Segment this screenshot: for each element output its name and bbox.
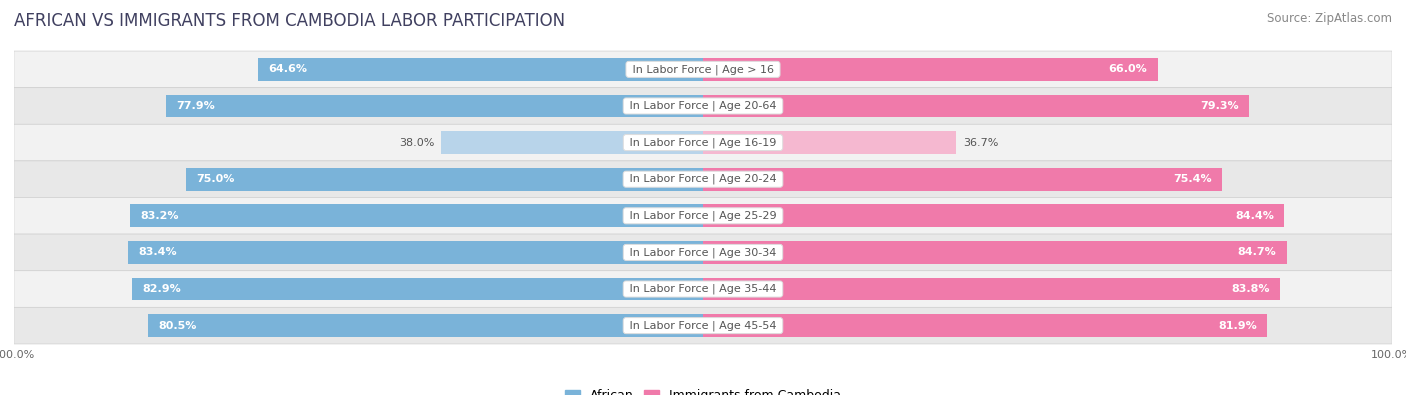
Text: 66.0%: 66.0% — [1108, 64, 1147, 74]
Text: In Labor Force | Age > 16: In Labor Force | Age > 16 — [628, 64, 778, 75]
Text: AFRICAN VS IMMIGRANTS FROM CAMBODIA LABOR PARTICIPATION: AFRICAN VS IMMIGRANTS FROM CAMBODIA LABO… — [14, 12, 565, 30]
Bar — [441, 131, 703, 154]
Bar — [703, 241, 1286, 264]
FancyBboxPatch shape — [14, 161, 1392, 198]
FancyBboxPatch shape — [14, 51, 1392, 88]
FancyBboxPatch shape — [14, 307, 1392, 344]
Text: 83.8%: 83.8% — [1232, 284, 1270, 294]
Bar — [703, 95, 1250, 117]
Text: 36.7%: 36.7% — [963, 137, 998, 148]
Text: In Labor Force | Age 35-44: In Labor Force | Age 35-44 — [626, 284, 780, 294]
Text: 84.4%: 84.4% — [1236, 211, 1274, 221]
Text: 64.6%: 64.6% — [269, 64, 308, 74]
FancyBboxPatch shape — [14, 234, 1392, 271]
Text: 38.0%: 38.0% — [399, 137, 434, 148]
Bar — [703, 58, 1157, 81]
Text: 83.2%: 83.2% — [141, 211, 179, 221]
Bar — [149, 314, 703, 337]
Bar — [703, 314, 1267, 337]
Text: In Labor Force | Age 25-29: In Labor Force | Age 25-29 — [626, 211, 780, 221]
Bar — [703, 168, 1222, 190]
Bar — [186, 168, 703, 190]
Text: 75.0%: 75.0% — [197, 174, 235, 184]
Text: In Labor Force | Age 20-24: In Labor Force | Age 20-24 — [626, 174, 780, 184]
Text: Source: ZipAtlas.com: Source: ZipAtlas.com — [1267, 12, 1392, 25]
Text: 81.9%: 81.9% — [1218, 321, 1257, 331]
Text: 82.9%: 82.9% — [142, 284, 181, 294]
Text: 83.4%: 83.4% — [139, 247, 177, 258]
Bar — [703, 278, 1281, 300]
Text: 79.3%: 79.3% — [1201, 101, 1239, 111]
Text: 80.5%: 80.5% — [159, 321, 197, 331]
Bar — [703, 205, 1285, 227]
FancyBboxPatch shape — [14, 198, 1392, 234]
Bar — [166, 95, 703, 117]
Bar — [132, 278, 703, 300]
FancyBboxPatch shape — [14, 88, 1392, 124]
FancyBboxPatch shape — [14, 271, 1392, 307]
Bar — [128, 241, 703, 264]
Text: 84.7%: 84.7% — [1237, 247, 1277, 258]
Bar — [703, 131, 956, 154]
Text: 75.4%: 75.4% — [1174, 174, 1212, 184]
Bar — [257, 58, 703, 81]
Text: 77.9%: 77.9% — [177, 101, 215, 111]
FancyBboxPatch shape — [14, 124, 1392, 161]
Text: In Labor Force | Age 20-64: In Labor Force | Age 20-64 — [626, 101, 780, 111]
Bar — [129, 205, 703, 227]
Legend: African, Immigrants from Cambodia: African, Immigrants from Cambodia — [560, 384, 846, 395]
Text: In Labor Force | Age 45-54: In Labor Force | Age 45-54 — [626, 320, 780, 331]
Text: In Labor Force | Age 16-19: In Labor Force | Age 16-19 — [626, 137, 780, 148]
Text: In Labor Force | Age 30-34: In Labor Force | Age 30-34 — [626, 247, 780, 258]
